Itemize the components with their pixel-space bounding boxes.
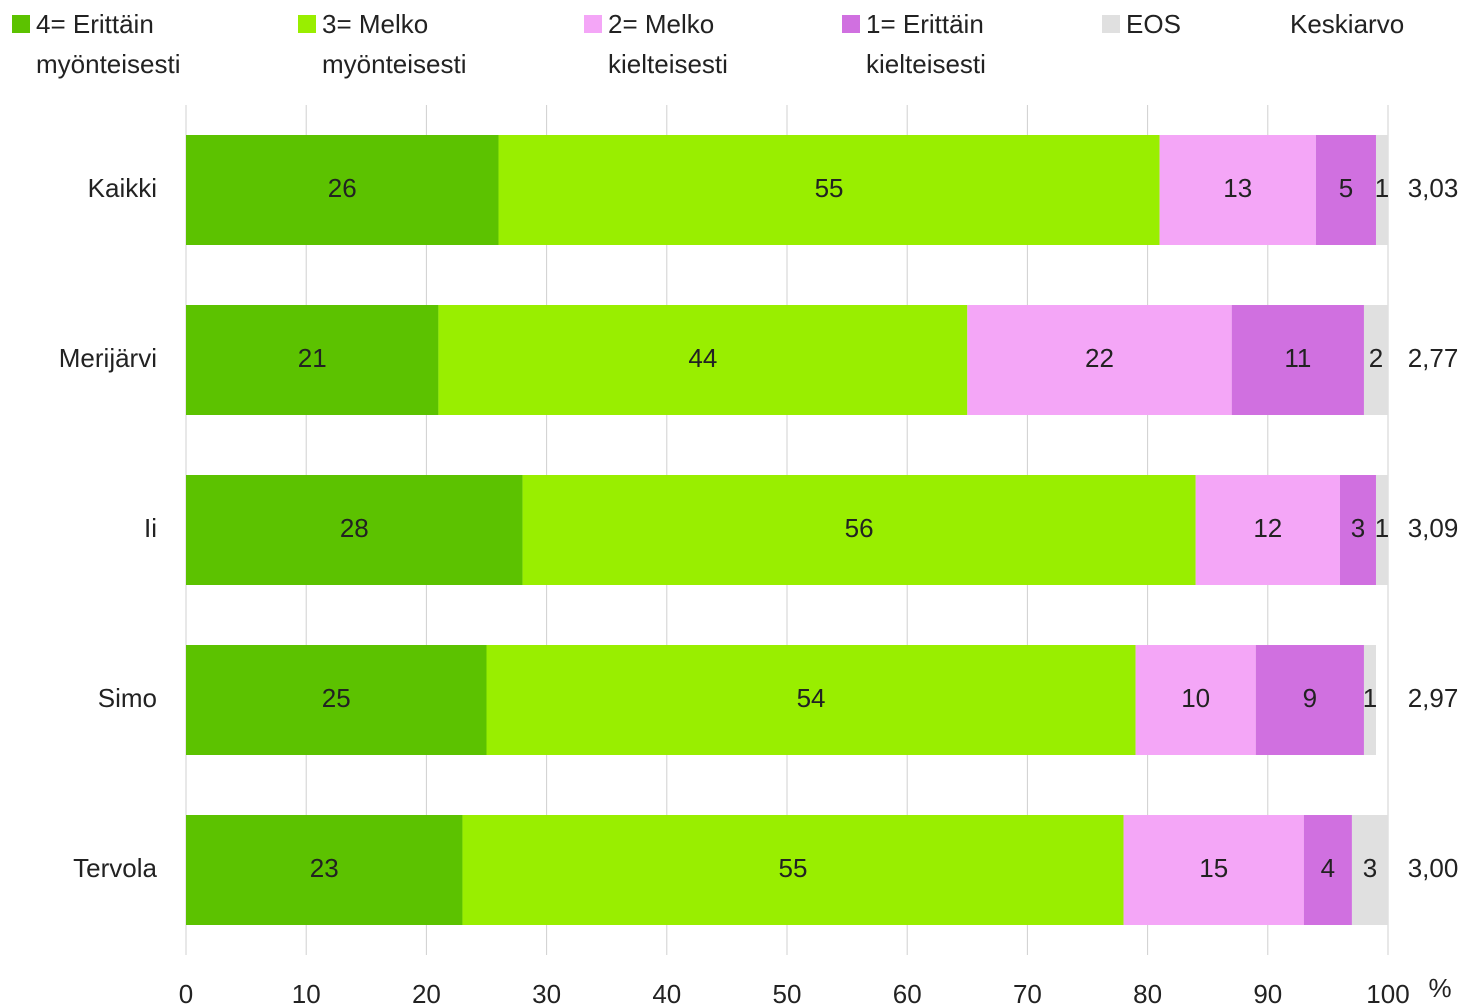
x-tick-label: 60 bbox=[893, 979, 922, 1008]
data-label: 9 bbox=[1303, 683, 1317, 713]
bar-segment bbox=[186, 645, 487, 755]
data-label: 2 bbox=[1369, 343, 1383, 373]
bar-segment bbox=[186, 475, 523, 585]
data-label: 13 bbox=[1223, 173, 1252, 203]
bar-segment bbox=[462, 815, 1124, 925]
x-tick-label: 40 bbox=[652, 979, 681, 1008]
legend-item: 3= Melko myönteisesti bbox=[298, 4, 512, 84]
y-tick-label: Kaikki bbox=[88, 173, 157, 203]
data-label: 21 bbox=[298, 343, 327, 373]
data-label: 3 bbox=[1351, 513, 1365, 543]
data-label: 1 bbox=[1375, 513, 1389, 543]
data-label: 15 bbox=[1199, 853, 1228, 883]
legend-label: 1= Erittäin kielteisesti bbox=[866, 9, 986, 79]
x-tick-label: 90 bbox=[1253, 979, 1282, 1008]
legend-item: EOS bbox=[1102, 4, 1316, 44]
bar-segment bbox=[1375, 135, 1388, 245]
y-tick-label: Merijärvi bbox=[59, 343, 157, 373]
data-label: 56 bbox=[845, 513, 874, 543]
bar-segment bbox=[1159, 135, 1316, 245]
data-label: 22 bbox=[1085, 343, 1114, 373]
mean-label: 3,00 bbox=[1408, 853, 1459, 883]
legend-label: 4= Erittäin myönteisesti bbox=[36, 9, 181, 79]
bar-segment bbox=[522, 475, 1196, 585]
bar-segment bbox=[1375, 475, 1388, 585]
bar-segment bbox=[967, 305, 1232, 415]
bar-segment bbox=[1135, 645, 1256, 755]
bar-segment bbox=[1351, 815, 1388, 925]
bar-segment bbox=[1303, 815, 1352, 925]
legend-swatch bbox=[1102, 15, 1120, 33]
mean-label: 2,97 bbox=[1408, 683, 1459, 713]
bar-segment bbox=[1195, 475, 1340, 585]
bar-segment bbox=[1363, 645, 1376, 755]
x-tick-label: 50 bbox=[773, 979, 802, 1008]
x-axis-label: % bbox=[1428, 973, 1451, 1003]
bar-segment bbox=[1123, 815, 1304, 925]
legend-label: 3= Melko myönteisesti bbox=[322, 9, 467, 79]
y-tick-label: Tervola bbox=[73, 853, 157, 883]
data-label: 25 bbox=[322, 683, 351, 713]
bar-segment bbox=[186, 305, 439, 415]
bar-segment bbox=[486, 645, 1136, 755]
y-tick-label: Ii bbox=[144, 513, 157, 543]
data-label: 55 bbox=[779, 853, 808, 883]
data-label: 3 bbox=[1363, 853, 1377, 883]
legend-label: EOS bbox=[1126, 9, 1181, 39]
data-label: 28 bbox=[340, 513, 369, 543]
x-tick-label: 0 bbox=[179, 979, 193, 1008]
bar-segment bbox=[186, 815, 463, 925]
legend-item: 1= Erittäin kielteisesti bbox=[842, 4, 1056, 84]
legend-swatch bbox=[584, 15, 602, 33]
y-tick-label: Simo bbox=[98, 683, 157, 713]
data-label: 1 bbox=[1375, 173, 1389, 203]
bar-segment bbox=[1315, 135, 1376, 245]
x-tick-label: 10 bbox=[292, 979, 321, 1008]
bar-segment bbox=[498, 135, 1160, 245]
x-tick-label: 100 bbox=[1366, 979, 1409, 1008]
data-label: 54 bbox=[797, 683, 826, 713]
data-label: 55 bbox=[815, 173, 844, 203]
data-label: 4 bbox=[1321, 853, 1335, 883]
legend-item: 4= Erittäin myönteisesti bbox=[12, 4, 226, 84]
data-label: 44 bbox=[688, 343, 717, 373]
bar-segment bbox=[1231, 305, 1364, 415]
legend-label: Keskiarvo bbox=[1290, 9, 1405, 39]
bar-segment bbox=[1255, 645, 1364, 755]
legend-swatch bbox=[298, 15, 316, 33]
x-tick-label: 80 bbox=[1133, 979, 1162, 1008]
x-tick-label: 20 bbox=[412, 979, 441, 1008]
mean-label: 3,09 bbox=[1408, 513, 1459, 543]
bar-segment bbox=[438, 305, 968, 415]
data-label: 12 bbox=[1253, 513, 1282, 543]
data-label: 5 bbox=[1339, 173, 1353, 203]
x-tick-label: 70 bbox=[1013, 979, 1042, 1008]
bar-segment bbox=[186, 135, 499, 245]
mean-label: 2,77 bbox=[1408, 343, 1459, 373]
bar-segment bbox=[1363, 305, 1388, 415]
data-label: 23 bbox=[310, 853, 339, 883]
legend-item: 2= Melko kielteisesti bbox=[584, 4, 798, 84]
data-label: 1 bbox=[1363, 683, 1377, 713]
data-label: 26 bbox=[328, 173, 357, 203]
data-label: 10 bbox=[1181, 683, 1210, 713]
legend-swatch bbox=[842, 15, 860, 33]
data-label: 11 bbox=[1284, 343, 1311, 373]
bar-segment bbox=[1339, 475, 1376, 585]
x-tick-label: 30 bbox=[532, 979, 561, 1008]
mean-label: 3,03 bbox=[1408, 173, 1459, 203]
legend-swatch bbox=[12, 15, 30, 33]
legend-label: 2= Melko kielteisesti bbox=[608, 9, 728, 79]
